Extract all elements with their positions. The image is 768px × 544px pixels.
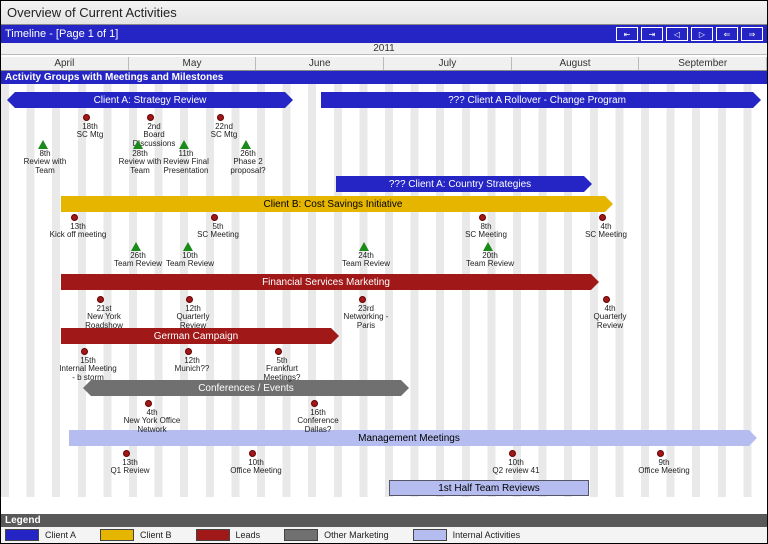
legend-title: Legend <box>1 514 767 527</box>
milestone-dot[interactable] <box>81 348 88 355</box>
milestone-label: 12th Munich?? <box>157 357 227 374</box>
nav-first-icon[interactable]: ⇐ <box>716 27 738 41</box>
milestone-label: 12th Quarterly Review <box>158 305 228 330</box>
legend-swatch <box>100 529 134 541</box>
milestone-label: 8th SC Meeting <box>451 223 521 240</box>
milestone-dot[interactable] <box>479 214 486 221</box>
milestone-dot[interactable] <box>97 296 104 303</box>
milestone-label: 5th Frankfurt Meetings? <box>247 357 317 382</box>
review-triangle[interactable] <box>483 242 493 251</box>
review-triangle[interactable] <box>38 140 48 149</box>
milestone-label: 22nd SC Mtg <box>189 123 259 140</box>
milestone-dot[interactable] <box>249 450 256 457</box>
milestone-dot[interactable] <box>599 214 606 221</box>
gantt-bar[interactable]: ??? Client A: Country Strategies <box>336 176 584 192</box>
review-triangle[interactable] <box>241 140 251 149</box>
legend-label: Client B <box>140 530 172 540</box>
nav-prev-icon[interactable]: ◁ <box>666 27 688 41</box>
milestone-dot[interactable] <box>123 450 130 457</box>
month-cell: April <box>1 57 129 70</box>
review-label: 26th Phase 2 proposal? <box>213 150 283 175</box>
review-triangle[interactable] <box>131 242 141 251</box>
milestone-dot[interactable] <box>509 450 516 457</box>
review-triangle[interactable] <box>183 242 193 251</box>
nav-next-icon[interactable]: ▷ <box>691 27 713 41</box>
milestone-label: 4th New York Office Network <box>117 409 187 434</box>
milestone-label: 10th Q2 review 41 <box>481 459 551 476</box>
milestone-dot[interactable] <box>211 214 218 221</box>
milestone-label: 4th SC Meeting <box>571 223 641 240</box>
review-triangle[interactable] <box>359 242 369 251</box>
month-cell: July <box>384 57 512 70</box>
review-label: 24th Team Review <box>331 252 401 269</box>
review-label: 10th Team Review <box>155 252 225 269</box>
legend-label: Leads <box>236 530 261 540</box>
legend-label: Other Marketing <box>324 530 389 540</box>
milestone-dot[interactable] <box>603 296 610 303</box>
milestone-label: 13th Kick off meeting <box>43 223 113 240</box>
month-cell: May <box>129 57 257 70</box>
gantt-bar[interactable]: ??? Client A Rollover - Change Program <box>321 92 753 108</box>
timeline-bar: Timeline - [Page 1 of 1] ⇤ ⇥ ◁ ▷ ⇐ ⇒ <box>1 25 767 43</box>
milestone-dot[interactable] <box>311 400 318 407</box>
gantt-chart: Client A: Strategy Review ??? Client A Ro… <box>1 84 767 497</box>
gantt-bar[interactable]: German Campaign <box>61 328 331 344</box>
milestone-label: 15th Internal Meeting - b storm <box>53 357 123 382</box>
section-header: Activity Groups with Meetings and Milest… <box>1 71 767 84</box>
gantt-bar[interactable]: Conferences / Events <box>91 380 401 396</box>
nav-last-icon[interactable]: ⇒ <box>741 27 763 41</box>
milestone-dot[interactable] <box>71 214 78 221</box>
month-cell: September <box>639 57 767 70</box>
milestone-dot[interactable] <box>185 348 192 355</box>
nav-collapse-icon[interactable]: ⇥ <box>641 27 663 41</box>
year-label: 2011 <box>1 43 767 55</box>
review-label: 20th Team Review <box>455 252 525 269</box>
legend-label: Internal Activities <box>453 530 521 540</box>
legend-swatch <box>284 529 318 541</box>
milestone-dot[interactable] <box>359 296 366 303</box>
milestone-label: 13th Q1 Review <box>95 459 165 476</box>
milestone-label: 23rd Networking - Paris <box>331 305 401 330</box>
gantt-bar[interactable]: Financial Services Marketing <box>61 274 591 290</box>
milestone-label: 9th Office Meeting <box>629 459 699 476</box>
milestone-label: 5th SC Meeting <box>183 223 253 240</box>
review-label: 8th Review with Team <box>10 150 80 175</box>
milestone-label: 10th Office Meeting <box>221 459 291 476</box>
milestone-label: 4th Quarterly Review <box>575 305 645 330</box>
page-title: Overview of Current Activities <box>1 1 767 25</box>
legend: Legend Client A Client B Leads Other Market… <box>1 514 767 543</box>
months-header: 2011 AprilMayJuneJulyAugustSeptember <box>1 43 767 71</box>
nav-expand-left-icon[interactable]: ⇤ <box>616 27 638 41</box>
gantt-bar[interactable]: Client A: Strategy Review <box>15 92 285 108</box>
review-label: 11th Review Final Presentation <box>151 150 221 175</box>
milestone-label: 21st New York Roadshow <box>69 305 139 330</box>
milestone-dot[interactable] <box>83 114 90 121</box>
milestone-dot[interactable] <box>147 114 154 121</box>
timeline-label: Timeline - [Page 1 of 1] <box>5 28 118 40</box>
milestone-dot[interactable] <box>657 450 664 457</box>
review-triangle[interactable] <box>133 140 143 149</box>
review-triangle[interactable] <box>179 140 189 149</box>
milestone-label: 16th Conference Dallas? <box>283 409 353 434</box>
milestone-dot[interactable] <box>217 114 224 121</box>
month-cell: June <box>256 57 384 70</box>
legend-swatch <box>5 529 39 541</box>
legend-swatch <box>196 529 230 541</box>
gantt-bar[interactable]: Client B: Cost Savings Initiative <box>61 196 605 212</box>
legend-swatch <box>413 529 447 541</box>
milestone-label: 18th SC Mtg <box>55 123 125 140</box>
milestone-dot[interactable] <box>145 400 152 407</box>
month-cell: August <box>512 57 640 70</box>
milestone-dot[interactable] <box>186 296 193 303</box>
gantt-bar[interactable]: 1st Half Team Reviews <box>389 480 589 496</box>
milestone-dot[interactable] <box>275 348 282 355</box>
legend-label: Client A <box>45 530 76 540</box>
